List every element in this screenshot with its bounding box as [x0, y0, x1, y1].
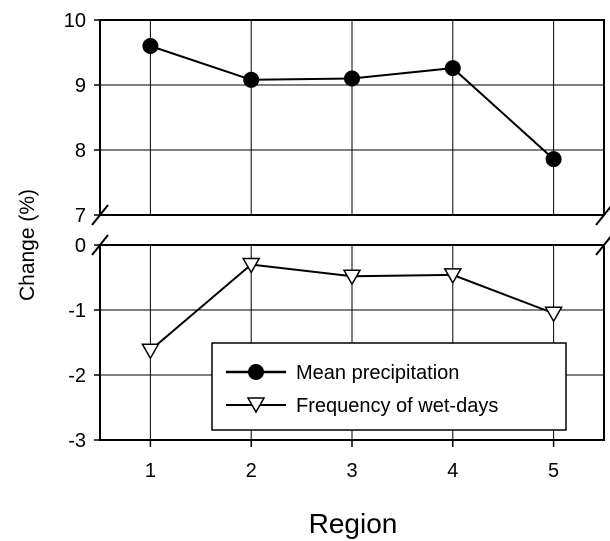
lower-ytick-label-3: 0	[75, 235, 86, 257]
upper-ytick-label-3: 10	[64, 10, 86, 32]
y-axis-label: Change (%)	[16, 189, 39, 301]
xtick-label-2: 3	[346, 460, 357, 482]
series-group	[141, 38, 563, 360]
lower-ytick-label-1: -2	[68, 365, 86, 387]
xtick-label-4: 5	[548, 460, 559, 482]
point-mean-precipitation-3	[344, 70, 360, 87]
xtick-label-1: 2	[246, 460, 257, 482]
point-frequency-of-wet-days-1	[141, 343, 160, 360]
point-mean-precipitation-2	[243, 71, 260, 88]
lower-ytick-label-0: -3	[68, 430, 86, 452]
axis-break-mark-2	[595, 205, 610, 226]
point-mean-precipitation-1	[142, 38, 159, 54]
point-mean-precipitation-5	[545, 151, 562, 168]
upper-panel-frame	[99, 19, 605, 216]
legend-label-frequency-of-wet-days: Frequency of wet-days	[296, 395, 498, 417]
xtick-label-3: 4	[447, 460, 458, 482]
upper-ytick-label-0: 7	[75, 205, 86, 227]
legend-box	[211, 342, 567, 431]
y-ticks: 7 8 9 10 -3 -2 -1 0	[64, 10, 100, 452]
point-mean-precipitation-4	[444, 60, 461, 77]
xtick-label-0: 1	[145, 460, 156, 482]
point-frequency-of-wet-days-4	[443, 268, 463, 285]
upper-ytick-label-2: 9	[75, 75, 86, 97]
legend-label-mean-precipitation: Mean precipitation	[296, 362, 459, 384]
x-ticks: 1 2 3 4 5	[145, 440, 559, 482]
point-frequency-of-wet-days-2	[241, 257, 261, 275]
lower-ytick-label-2: -1	[68, 300, 86, 322]
point-frequency-of-wet-days-3	[342, 269, 362, 286]
legend-marker-frequency-of-wet-days	[246, 397, 266, 414]
x-axis-label: Region	[309, 508, 398, 539]
legend: Mean precipitation Frequency of wet-days	[211, 342, 567, 431]
point-frequency-of-wet-days-5	[544, 306, 563, 323]
axis-break-mark-3	[595, 235, 610, 256]
break-gap	[70, 216, 610, 244]
axis-break-group	[70, 204, 610, 256]
legend-marker-mean-precipitation	[248, 364, 264, 380]
upper-ytick-label-1: 8	[75, 140, 86, 162]
